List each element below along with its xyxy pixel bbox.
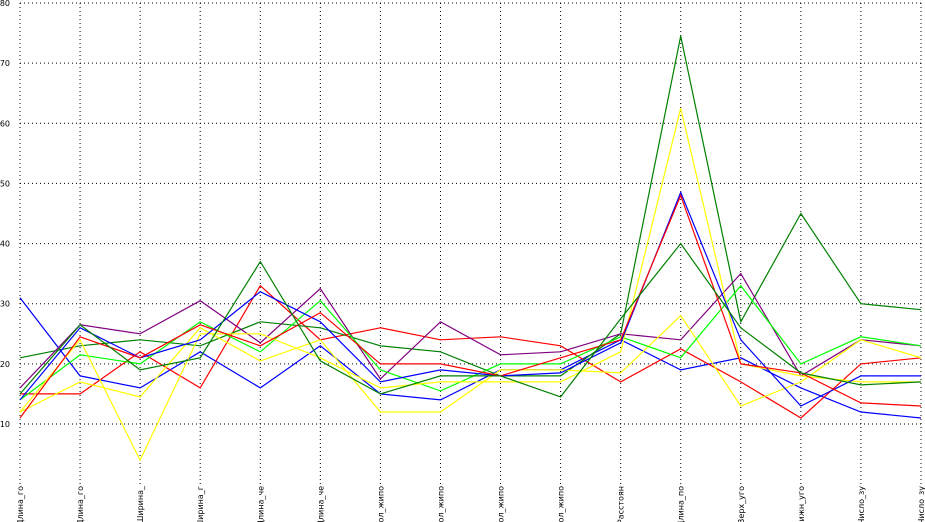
x-tick-label: Ширина_г (196, 486, 205, 522)
x-tick-label: Кол_жипо (436, 486, 445, 522)
series-line-8 (19, 190, 921, 407)
series-line-1 (19, 297, 922, 419)
y-tick-label: 20 (0, 360, 10, 369)
y-tick-label: 70 (0, 59, 10, 68)
series-line-7 (19, 108, 921, 462)
x-tick-label: Число_зу (917, 486, 925, 522)
x-tick-label: Длина_по (677, 486, 686, 522)
x-tick-label: Нижн_уго (797, 486, 806, 522)
x-tick-label: Кол_жипо (376, 486, 385, 522)
series-line-10 (19, 242, 922, 398)
y-axis-ticks: 10 20 30 40 50 60 70 80 (0, 0, 10, 429)
series-line-6 (19, 284, 922, 401)
grid-layer (19, 2, 922, 484)
x-tick-label: Расстоян (617, 486, 626, 522)
x-tick-label: Длина_го (16, 486, 25, 522)
x-tick-label: Верх_уго (737, 486, 746, 522)
x-tick-label: Длина_че (316, 486, 325, 522)
y-tick-label: 30 (0, 300, 10, 309)
y-tick-label: 50 (0, 179, 10, 188)
x-tick-label: Ширина_ (136, 485, 145, 522)
y-tick-label: 60 (0, 119, 10, 128)
y-tick-label: 10 (0, 420, 10, 429)
x-tick-label: Кол_жипо (497, 486, 506, 522)
x-tick-label: Длина_го (76, 486, 85, 522)
x-tick-label: Число_зу (857, 486, 866, 522)
y-tick-label: 40 (0, 240, 10, 249)
x-axis-ticks: Длина_го Длина_го Ширина_ Ширина_г Длина_че Д… (16, 485, 925, 522)
series-line-9 (19, 193, 922, 419)
x-tick-label: Длина_че (256, 486, 265, 522)
series-layer (19, 35, 922, 462)
y-tick-label: 80 (0, 0, 10, 8)
series-line-5 (19, 314, 922, 413)
series-line-2 (20, 284, 922, 419)
x-tick-label: Кол_жипо (557, 486, 566, 522)
